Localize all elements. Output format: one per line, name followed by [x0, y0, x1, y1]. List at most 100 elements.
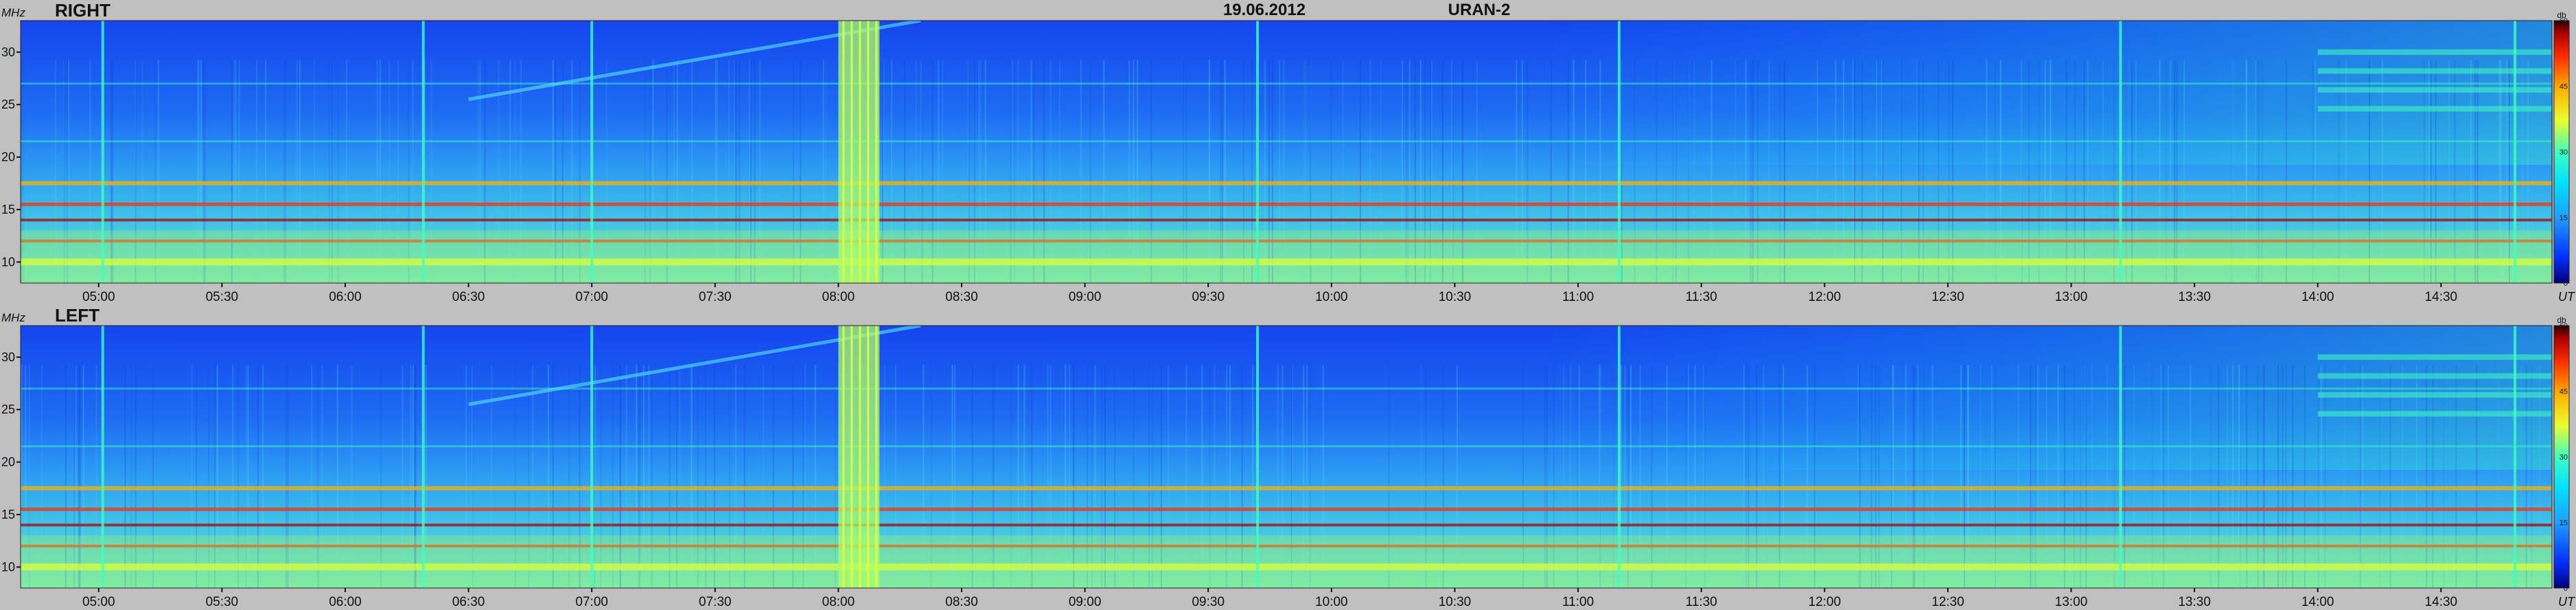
x-tick-label: 11:30 [1686, 595, 1717, 609]
noise-streak [1150, 60, 1152, 284]
noise-streak [697, 365, 699, 588]
noise-streak [1290, 365, 1292, 588]
noise-streak [2527, 60, 2529, 284]
burst-stripe [859, 21, 861, 283]
noise-streak [154, 60, 156, 284]
noise-streak [705, 365, 707, 588]
noise-streak [2044, 60, 2046, 284]
frequency-band-10 [21, 258, 2552, 266]
noise-streak [594, 365, 596, 588]
noise-streak [1550, 60, 1552, 284]
noise-streak [21, 365, 23, 588]
noise-streak [555, 60, 557, 284]
noise-streak [484, 60, 486, 284]
noise-streak [2474, 60, 2476, 284]
noise-streak [1091, 365, 1093, 588]
noise-streak [1878, 365, 1880, 588]
noise-streak [197, 60, 199, 284]
noise-streak [1991, 365, 1993, 588]
frequency-band-21-5 [21, 445, 2552, 448]
noise-streak [135, 365, 137, 588]
noise-streak [2000, 60, 2001, 284]
noise-streak [2050, 60, 2052, 284]
noise-streak [2085, 365, 2087, 588]
noise-streak [2231, 60, 2233, 284]
noise-streak [237, 365, 240, 588]
noise-streak [605, 60, 607, 284]
x-tick-label: 14:30 [2425, 290, 2458, 304]
x-tick-label: 14:30 [2425, 595, 2458, 609]
station-label: URAN-2 [1448, 1, 1511, 19]
y-axis-label: MHz [1, 311, 25, 324]
vertical-streak [2119, 326, 2122, 588]
noise-streak [62, 60, 65, 284]
noise-streak [1305, 60, 1307, 284]
afternoon-emission [2317, 354, 2552, 360]
afternoon-emission [2317, 87, 2552, 93]
noise-streak [1277, 365, 1279, 588]
noise-streak [993, 365, 995, 588]
noise-streak [95, 365, 97, 588]
noise-streak [772, 365, 774, 588]
noise-streak [2428, 60, 2430, 284]
noise-streak [1546, 365, 1548, 588]
noise-streak [1401, 60, 1403, 284]
noise-streak [1570, 365, 1572, 588]
vertical-streak [1617, 21, 1621, 283]
noise-streak [2021, 60, 2023, 284]
noise-streak [328, 60, 330, 284]
noise-streak [676, 365, 678, 588]
noise-streak [691, 365, 693, 588]
noise-streak [2102, 60, 2104, 284]
frequency-band-10 [21, 563, 2552, 571]
noise-streak [691, 60, 693, 284]
noise-streak [376, 60, 378, 284]
noise-streak [2531, 365, 2533, 588]
noise-streak [1916, 60, 1918, 284]
noise-streak [548, 365, 549, 588]
x-tick-label: 12:00 [1809, 595, 1842, 609]
noise-streak [479, 60, 481, 284]
noise-streak [1621, 60, 1623, 284]
noise-streak [2085, 365, 2087, 588]
noise-streak [208, 365, 209, 588]
noise-streak [1089, 60, 1091, 284]
colorbar-tick-label: 60 [2560, 322, 2568, 330]
noise-streak [714, 365, 715, 588]
x-tick-label: 08:30 [945, 595, 978, 609]
noise-streak [23, 60, 25, 284]
low-frequency-zone [21, 535, 2552, 588]
x-tick-label: 11:30 [1686, 290, 1717, 304]
noise-streak [2255, 60, 2258, 284]
noise-streak [2476, 365, 2478, 588]
x-tick-label: 14:00 [2301, 290, 2334, 304]
noise-streak [2074, 365, 2076, 588]
noise-streak [1030, 365, 1032, 588]
noise-streak [1073, 365, 1075, 588]
noise-streak [430, 60, 432, 284]
x-tick-label: 13:00 [2055, 595, 2088, 609]
x-tick-label: 05:30 [206, 595, 239, 609]
noise-streak [1967, 365, 1969, 588]
noise-streak [716, 60, 718, 284]
x-tick-label: 09:00 [1069, 290, 1102, 304]
noise-streak [1309, 365, 1311, 588]
noise-streak [1743, 365, 1745, 588]
noise-streak [379, 60, 381, 284]
noise-streak [739, 60, 741, 284]
noise-streak [408, 60, 410, 284]
vertical-streak [101, 326, 104, 588]
noise-streak [2497, 365, 2499, 588]
noise-streak [883, 365, 885, 588]
noise-streak [425, 365, 427, 588]
noise-streak [231, 60, 233, 284]
noise-streak [2338, 60, 2340, 284]
noise-streak [2226, 365, 2228, 588]
noise-streak [1675, 60, 1677, 284]
noise-streak [2028, 60, 2030, 284]
vertical-streak [1256, 21, 1260, 283]
noise-streak [1516, 60, 1518, 284]
noise-streak [203, 60, 205, 284]
noise-streak [1161, 365, 1163, 588]
